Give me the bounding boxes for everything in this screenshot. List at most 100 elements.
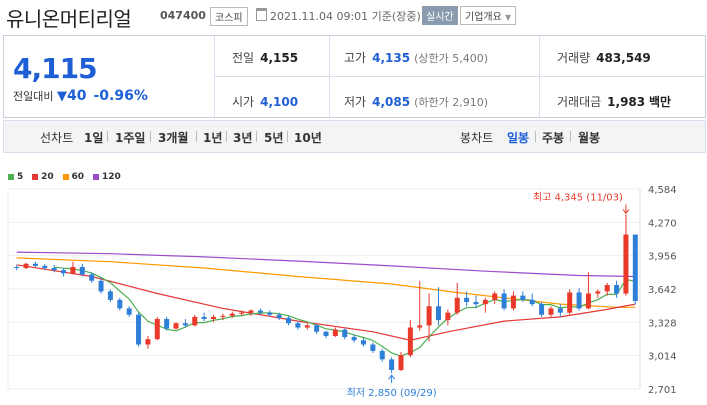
- candle-body: [229, 313, 235, 316]
- legend-swatch: [32, 173, 39, 180]
- candle-body: [70, 266, 76, 274]
- candle-body: [454, 297, 460, 313]
- high-value: 4,135: [372, 51, 411, 65]
- y-tick-label: 3,014: [648, 352, 677, 363]
- change-percent: -0.96%: [93, 88, 148, 104]
- candle-body: [426, 306, 432, 326]
- candle-body: [239, 312, 245, 314]
- change-label: 전일대비: [13, 90, 54, 103]
- candle-body: [248, 310, 254, 313]
- candles: [14, 214, 638, 374]
- market-badge: 코스피: [210, 7, 248, 26]
- candle-body: [604, 285, 610, 292]
- divider: [196, 131, 197, 142]
- candle-body: [623, 234, 629, 294]
- candle-body: [632, 234, 638, 301]
- candle-body: [360, 340, 366, 345]
- company-info-label: 기업개요: [465, 12, 502, 23]
- change-value: 40: [66, 88, 87, 104]
- candle-body: [79, 266, 85, 275]
- candle-body: [257, 310, 263, 313]
- y-tick-label: 3,642: [648, 285, 677, 296]
- candle-body: [529, 299, 535, 305]
- prev-close-value: 4,155: [260, 51, 299, 65]
- candle-body: [464, 297, 470, 303]
- candle-body: [98, 280, 104, 292]
- candle-body: [145, 339, 151, 345]
- candle-body: [220, 315, 226, 317]
- min-arrow-head: [388, 374, 396, 380]
- candle-body: [557, 308, 563, 313]
- legend-swatch: [8, 173, 14, 180]
- legend-item-ma5: 5: [8, 172, 23, 182]
- candle-body: [473, 302, 479, 305]
- candle-body: [314, 325, 320, 332]
- candle-body: [107, 291, 113, 300]
- tab-period-5y[interactable]: 5년: [264, 131, 284, 145]
- candle-body: [173, 323, 179, 329]
- divider: [570, 131, 571, 142]
- candle-body: [304, 325, 310, 328]
- upper-limit: (상한가 5,400): [414, 52, 488, 65]
- open-cell: 시가 4,100: [232, 95, 299, 109]
- candle-body: [585, 293, 591, 309]
- candle-body: [379, 350, 385, 360]
- candle-body: [510, 295, 516, 309]
- candle-body: [42, 265, 48, 269]
- y-axis: 4,584 4,270 3,956 3,642 3,328 3,014 2,701: [648, 185, 677, 396]
- tab-weekly-candle[interactable]: 주봉: [542, 131, 565, 145]
- annotations: 최고 4,345 (11/03) 최저 2,850 (09/29): [347, 191, 630, 399]
- calendar-icon: [256, 8, 267, 21]
- candle-body: [267, 312, 273, 315]
- divider: [535, 131, 536, 142]
- realtime-button[interactable]: 실시간: [422, 6, 458, 25]
- candle-body: [351, 337, 357, 341]
- legend-item-ma20: 20: [32, 172, 54, 182]
- candle-body: [567, 292, 573, 313]
- candle-body: [51, 268, 57, 271]
- tab-period-10y[interactable]: 10년: [294, 131, 322, 145]
- tab-period-3y[interactable]: 3년: [233, 131, 253, 145]
- quote-panel: 4,115 전일대비 ▼40 -0.96% 전일 4,155 고가 4,135 (상한…: [3, 35, 706, 118]
- y-tick-label: 3,328: [648, 318, 677, 329]
- tab-line-chart[interactable]: 선차트: [40, 131, 74, 145]
- divider: [214, 76, 705, 77]
- divider: [256, 131, 257, 142]
- company-info-dropdown[interactable]: 기업개요 ▼: [460, 6, 517, 25]
- legend-swatch: [62, 173, 69, 180]
- lower-limit: (하한가 2,910): [414, 96, 488, 109]
- candle-body: [23, 263, 29, 269]
- tab-period-1d[interactable]: 1일: [84, 131, 104, 145]
- candle-body: [61, 270, 67, 274]
- candle-body: [417, 325, 423, 328]
- tab-daily-candle[interactable]: 일봉: [507, 131, 530, 145]
- candle-body: [286, 317, 292, 324]
- max-annotation: 최고 4,345 (11/03): [533, 191, 623, 203]
- candle-body: [89, 274, 95, 281]
- timestamp: 2021.11.04 09:01 기준(장중): [270, 10, 421, 23]
- amount-value: 1,983: [607, 95, 646, 109]
- current-price: 4,115: [13, 52, 98, 85]
- tab-period-1w[interactable]: 1주일: [115, 131, 146, 145]
- candle-body: [332, 329, 338, 336]
- tab-period-1y[interactable]: 1년: [203, 131, 223, 145]
- chevron-down-icon: ▼: [505, 13, 512, 22]
- candle-body: [539, 304, 545, 315]
- candle-body: [614, 285, 620, 294]
- candle-body: [576, 292, 582, 309]
- candle-body: [117, 299, 123, 309]
- company-name: 유니온머티리얼: [6, 7, 132, 31]
- candle-body: [520, 295, 526, 300]
- moving-averages: [16, 251, 636, 357]
- candle-body: [126, 308, 132, 315]
- low-value: 4,085: [372, 95, 411, 109]
- tab-period-3m[interactable]: 3개월: [158, 131, 189, 145]
- candle-body: [370, 344, 376, 351]
- candle-body: [136, 314, 142, 345]
- candle-body: [445, 312, 451, 321]
- ma-legend: 5 20 60 120: [8, 172, 127, 182]
- tab-monthly-candle[interactable]: 월봉: [578, 131, 601, 145]
- divider: [226, 131, 227, 142]
- y-tick-label: 4,270: [648, 218, 677, 229]
- tab-candle-chart[interactable]: 봉차트: [460, 131, 494, 145]
